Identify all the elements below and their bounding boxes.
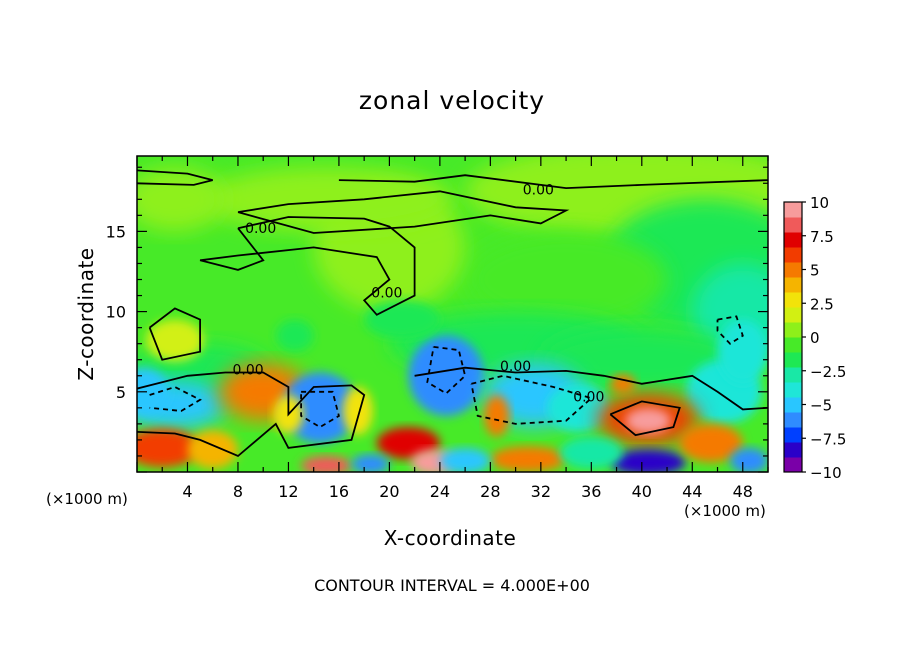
y-tick-label: 10: [106, 303, 126, 322]
field-blob: [200, 167, 453, 232]
field-blob: [275, 319, 314, 352]
colorbar-label: 2.5: [810, 295, 834, 313]
x-tick-label: 8: [233, 482, 243, 501]
heatmap-field: [137, 156, 768, 472]
field-blob: [559, 436, 623, 469]
x-tick-label: 20: [379, 482, 399, 501]
x-tick-label: 4: [182, 482, 192, 501]
colorbar-swatch: [784, 442, 802, 458]
field-blob: [187, 430, 238, 469]
colorbar-swatch: [784, 247, 802, 263]
field-blob: [679, 423, 743, 463]
contour-line: [338, 174, 768, 190]
contour-line: [414, 366, 768, 411]
contour-line: [137, 371, 366, 458]
colorbar-label: 7.5: [810, 228, 834, 246]
plot-frame: [136, 155, 769, 473]
field-blob: [547, 383, 611, 432]
colorbar-swatch: [784, 427, 802, 443]
field-blob: [137, 428, 201, 468]
field-blob: [364, 300, 440, 339]
contour-lines: [137, 169, 768, 458]
colorbar-swatch: [784, 382, 802, 398]
x-tick-label: 28: [480, 482, 500, 501]
colorbar-swatch: [784, 292, 802, 308]
field-blob: [408, 335, 485, 416]
contour-label: 0.00: [232, 362, 263, 378]
colorbar-swatch: [784, 262, 802, 278]
contour-line: [148, 307, 201, 361]
chart-title: zonal velocity: [358, 86, 546, 115]
x-axis: 4 8 12 16 20 24 28 32 36 40 44 48: [136, 156, 769, 501]
x-tick-label: 48: [733, 482, 753, 501]
colorbar-label: −7.5: [810, 430, 846, 448]
y-tick-label: 5: [116, 383, 126, 402]
y-axis: 5 10 15: [106, 166, 768, 473]
colorbar-label: −2.5: [810, 363, 846, 381]
colorbar-swatch: [784, 307, 802, 323]
field-blob: [490, 446, 567, 472]
contour-negative: [426, 346, 467, 395]
field-blob: [717, 319, 768, 384]
x-tick-label: 24: [430, 482, 450, 501]
colorbar-swatch: [784, 397, 802, 413]
field-blob: [484, 395, 510, 437]
contour-negative: [300, 390, 340, 429]
field-blob: [465, 231, 668, 328]
contour-line: [609, 400, 681, 437]
contour-label: 0.00: [523, 183, 554, 199]
colorbar: 10 7.5 5 2.5 0 −2.5 −5 −7.5 −10: [783, 194, 846, 482]
colorbar-label: 5: [810, 262, 820, 280]
x-tick-label: 36: [581, 482, 601, 501]
contour-label: 0.00: [371, 285, 402, 301]
field-blob: [730, 447, 768, 472]
field-blob: [342, 386, 373, 436]
colorbar-swatch: [784, 367, 802, 383]
colorbar-swatch: [784, 337, 802, 353]
contour-label: 0.00: [245, 221, 276, 237]
colorbar-label: 0: [810, 329, 820, 347]
contour-line: [237, 190, 570, 234]
x-axis-title: X-coordinate: [383, 526, 517, 550]
contour-label: 0.00: [573, 390, 604, 406]
y-axis-title: Z-coordinate: [74, 247, 98, 381]
x-tick-label: 44: [682, 482, 702, 501]
x-tick-label: 40: [632, 482, 652, 501]
colorbar-label: −5: [810, 397, 832, 415]
field-blob: [282, 372, 358, 444]
contour-line: [199, 216, 416, 316]
colorbar-swatch: [784, 232, 802, 248]
colorbar-label: 10: [810, 194, 829, 212]
field-blob: [439, 447, 491, 472]
contour-negative: [149, 386, 202, 412]
contour-negative: [716, 315, 744, 345]
contour-line: [137, 169, 213, 186]
colorbar-swatch: [784, 277, 802, 293]
colorbar-swatch: [784, 457, 802, 473]
colorbar-swatch: [784, 202, 802, 218]
contour-interval-note: CONTOUR INTERVAL = 4.000E+00: [314, 576, 590, 595]
x-tick-label: 12: [278, 482, 298, 501]
field-blob: [610, 449, 686, 472]
colorbar-swatch: [784, 352, 802, 368]
contour-label: 0.00: [500, 359, 531, 375]
x-tick-label: 16: [329, 482, 349, 501]
field-blob: [145, 319, 204, 362]
colorbar-label: −10: [810, 464, 842, 482]
x-tick-label: 32: [531, 482, 551, 501]
colorbar-swatch: [784, 412, 802, 428]
field-blob: [137, 367, 169, 416]
y-tick-label: 15: [106, 222, 126, 241]
colorbar-swatch: [784, 322, 802, 338]
field-blob: [351, 454, 390, 472]
contour-labels: 0.00 0.00 0.00 0.00 0.00 0.00: [232, 183, 604, 406]
x-unit-label-left: (×1000 m): [46, 490, 128, 508]
x-unit-label-right: (×1000 m): [684, 502, 766, 520]
colorbar-swatch: [784, 217, 802, 233]
field-blob: [625, 407, 671, 434]
